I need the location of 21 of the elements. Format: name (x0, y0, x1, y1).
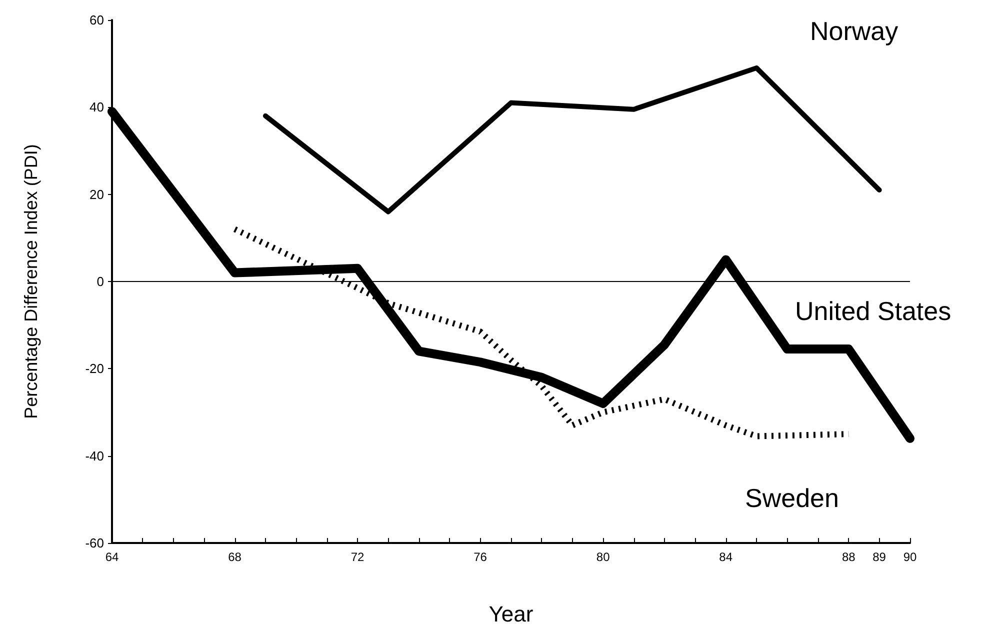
y-axis-title: Percentage Difference Index (PDI) (21, 144, 41, 419)
series-label: Sweden (745, 483, 839, 513)
y-tick-label: 20 (90, 186, 104, 202)
x-tick-label: 80 (596, 550, 610, 564)
x-tick-label: 84 (719, 550, 733, 564)
text: Norway (810, 16, 898, 46)
x-tick-label: 76 (474, 550, 488, 564)
y-tick-label: 60 (90, 12, 104, 28)
x-tick-label: 68 (228, 550, 242, 564)
x-tick-label: 64 (105, 550, 119, 564)
x-tick-label: 90 (903, 550, 917, 564)
x-tick-label: 89 (872, 550, 886, 564)
x-axis-title: Year (488, 602, 534, 626)
x-tick-label: 72 (350, 550, 365, 564)
y-tick-label: -60 (85, 536, 104, 550)
x-tick-label: 88 (842, 550, 856, 564)
y-tick-label: 0 (96, 274, 104, 289)
y-tick-label: -40 (85, 448, 104, 464)
series-label: United States (795, 296, 952, 326)
y-tick-label: -20 (85, 361, 104, 376)
y-tick-label: 40 (90, 100, 104, 115)
